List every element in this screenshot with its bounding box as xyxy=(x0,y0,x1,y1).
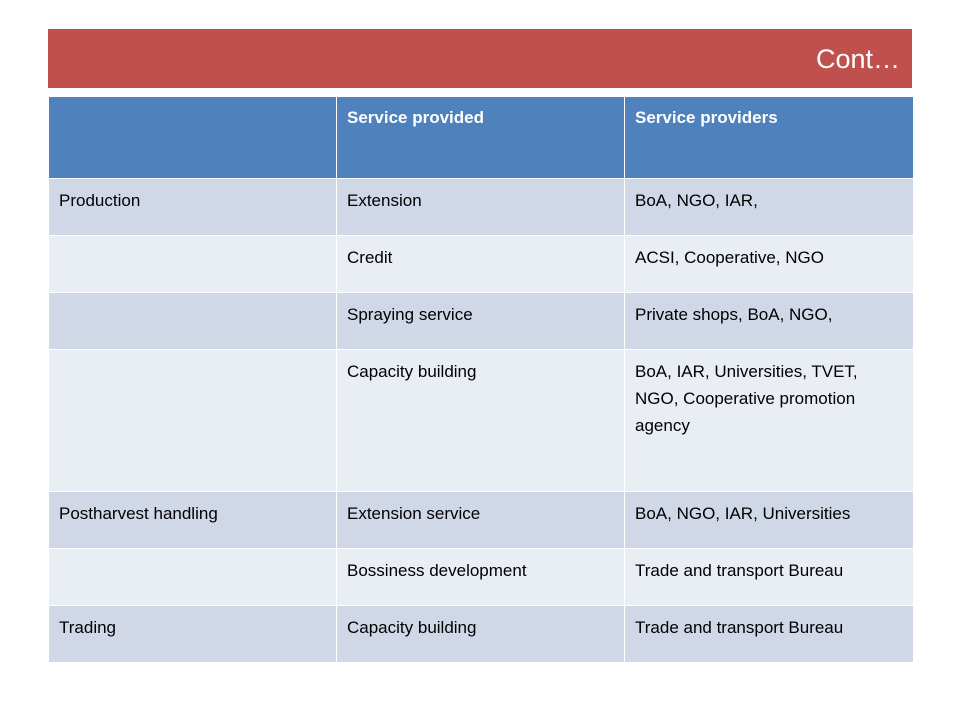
providers-cell: Private shops, BoA, NGO, xyxy=(624,292,914,350)
stage-cell xyxy=(48,548,337,606)
providers-cell: Trade and transport Bureau xyxy=(624,548,914,606)
service-cell: Bossiness development xyxy=(336,548,625,606)
providers-cell: BoA, NGO, IAR, Universities xyxy=(624,491,914,549)
title-bar: Cont… xyxy=(48,29,912,88)
stage-cell: Production xyxy=(48,178,337,236)
table-header-row: Service provided Service providers xyxy=(48,96,914,179)
stage-cell xyxy=(48,292,337,350)
table-row: Capacity building BoA, IAR, Universities… xyxy=(48,349,914,492)
header-cell-stage xyxy=(48,96,337,179)
stage-cell xyxy=(48,235,337,293)
providers-cell: BoA, NGO, IAR, xyxy=(624,178,914,236)
service-cell: Extension xyxy=(336,178,625,236)
service-cell: Capacity building xyxy=(336,349,625,492)
providers-cell: ACSI, Cooperative, NGO xyxy=(624,235,914,293)
service-cell: Capacity building xyxy=(336,605,625,663)
header-cell-service-providers: Service providers xyxy=(624,96,914,179)
service-cell: Spraying service xyxy=(336,292,625,350)
table-row: Credit ACSI, Cooperative, NGO xyxy=(48,235,914,293)
table-row: Production Extension BoA, NGO, IAR, xyxy=(48,178,914,236)
table-row: Bossiness development Trade and transpor… xyxy=(48,548,914,606)
table-row: Trading Capacity building Trade and tran… xyxy=(48,605,914,663)
slide-title: Cont… xyxy=(815,44,900,74)
stage-cell: Postharvest handling xyxy=(48,491,337,549)
service-cell: Credit xyxy=(336,235,625,293)
services-table: Service provided Service providers Produ… xyxy=(48,96,914,663)
stage-cell xyxy=(48,349,337,492)
table-row: Spraying service Private shops, BoA, NGO… xyxy=(48,292,914,350)
table-row: Postharvest handling Extension service B… xyxy=(48,491,914,549)
stage-cell: Trading xyxy=(48,605,337,663)
header-cell-service-provided: Service provided xyxy=(336,96,625,179)
providers-cell: BoA, IAR, Universities, TVET, NGO, Coope… xyxy=(624,349,914,492)
service-cell: Extension service xyxy=(336,491,625,549)
providers-cell: Trade and transport Bureau xyxy=(624,605,914,663)
